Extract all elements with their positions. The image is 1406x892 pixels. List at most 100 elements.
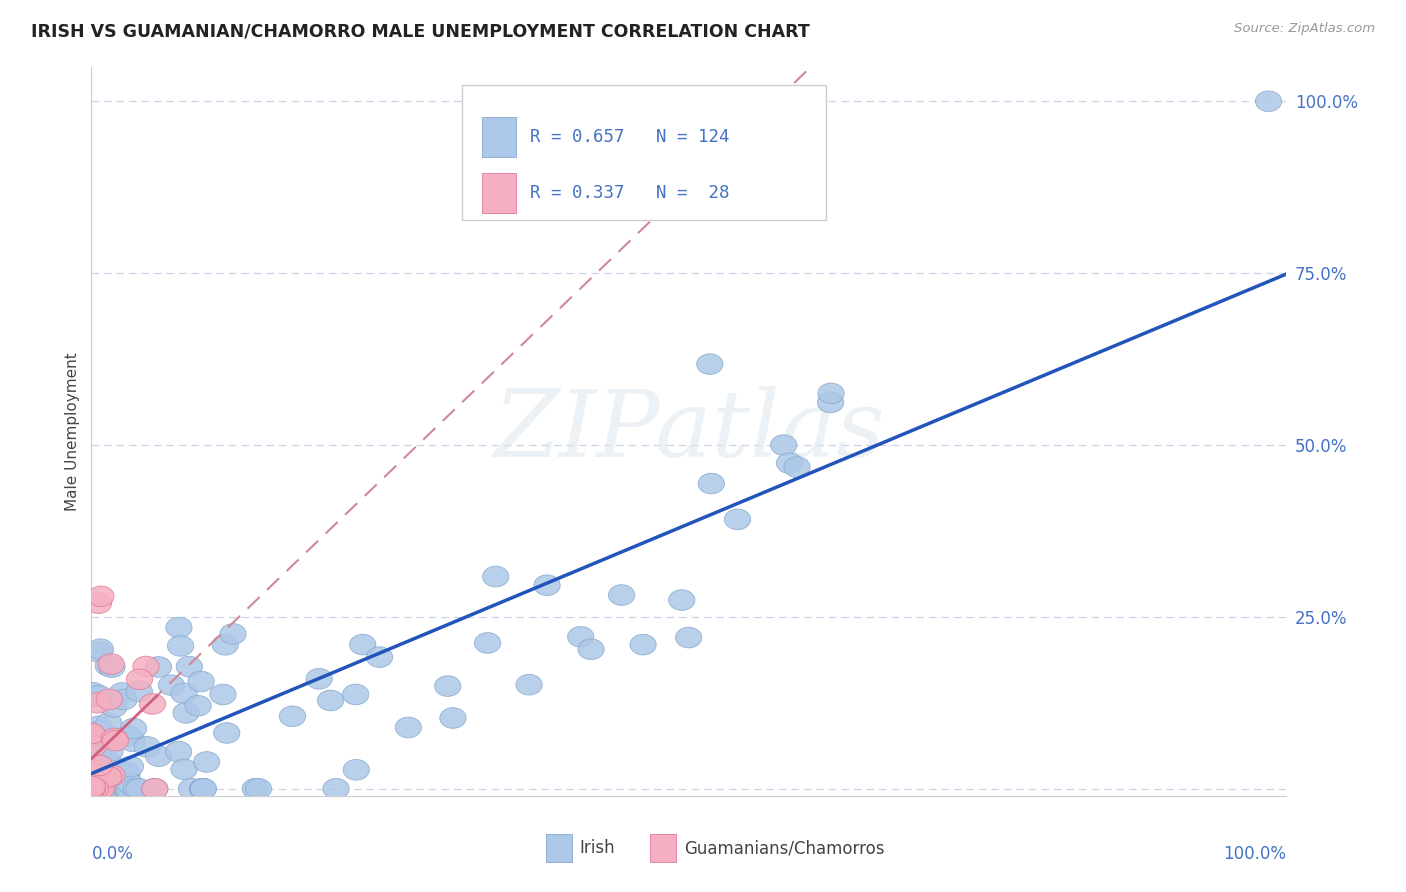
Ellipse shape <box>86 641 112 662</box>
Ellipse shape <box>114 764 139 786</box>
Ellipse shape <box>94 751 121 772</box>
Ellipse shape <box>440 707 465 729</box>
Ellipse shape <box>80 758 105 779</box>
Ellipse shape <box>79 779 105 799</box>
Ellipse shape <box>186 696 211 716</box>
Ellipse shape <box>110 773 136 794</box>
Ellipse shape <box>145 657 172 677</box>
Ellipse shape <box>79 779 105 799</box>
Ellipse shape <box>132 657 159 677</box>
Text: IRISH VS GUAMANIAN/CHAMORRO MALE UNEMPLOYMENT CORRELATION CHART: IRISH VS GUAMANIAN/CHAMORRO MALE UNEMPLO… <box>31 22 810 40</box>
Ellipse shape <box>79 760 105 780</box>
Ellipse shape <box>86 745 111 765</box>
Ellipse shape <box>89 779 115 799</box>
Ellipse shape <box>79 724 105 745</box>
Ellipse shape <box>79 779 105 799</box>
Ellipse shape <box>188 671 214 692</box>
Bar <box>546 834 572 862</box>
Ellipse shape <box>818 383 844 404</box>
Ellipse shape <box>96 656 121 676</box>
Ellipse shape <box>79 779 105 799</box>
Ellipse shape <box>367 647 392 667</box>
Ellipse shape <box>724 509 751 530</box>
Ellipse shape <box>80 746 105 766</box>
Ellipse shape <box>395 717 422 738</box>
Ellipse shape <box>307 668 332 690</box>
Ellipse shape <box>87 779 112 799</box>
Ellipse shape <box>578 639 605 659</box>
Text: Guamanians/Chamorros: Guamanians/Chamorros <box>685 839 884 857</box>
Ellipse shape <box>190 779 215 799</box>
Ellipse shape <box>534 575 560 596</box>
Ellipse shape <box>125 779 152 799</box>
Ellipse shape <box>79 686 105 706</box>
Ellipse shape <box>630 634 657 655</box>
Ellipse shape <box>318 690 343 711</box>
Ellipse shape <box>568 626 593 647</box>
Ellipse shape <box>323 779 349 799</box>
Ellipse shape <box>170 759 197 780</box>
Ellipse shape <box>343 759 370 780</box>
Ellipse shape <box>172 683 197 704</box>
Bar <box>482 117 516 157</box>
Ellipse shape <box>159 675 184 696</box>
Ellipse shape <box>770 434 797 456</box>
Ellipse shape <box>91 779 117 799</box>
Ellipse shape <box>80 736 107 756</box>
Ellipse shape <box>474 632 501 653</box>
Ellipse shape <box>482 566 509 587</box>
Ellipse shape <box>94 779 120 799</box>
Ellipse shape <box>84 692 111 713</box>
Ellipse shape <box>80 682 107 703</box>
Ellipse shape <box>134 737 160 757</box>
Ellipse shape <box>142 779 167 799</box>
Ellipse shape <box>91 779 118 799</box>
Ellipse shape <box>83 771 110 791</box>
Ellipse shape <box>139 694 166 714</box>
Ellipse shape <box>115 779 142 799</box>
Ellipse shape <box>609 585 634 606</box>
Text: ZIPatlas: ZIPatlas <box>494 386 884 476</box>
Ellipse shape <box>96 766 122 787</box>
Ellipse shape <box>79 779 105 799</box>
Ellipse shape <box>699 474 724 494</box>
Ellipse shape <box>111 690 138 710</box>
Ellipse shape <box>101 728 128 748</box>
Ellipse shape <box>98 657 125 677</box>
Ellipse shape <box>91 779 118 799</box>
Text: Irish: Irish <box>579 839 614 857</box>
Ellipse shape <box>80 779 105 799</box>
Ellipse shape <box>97 779 122 799</box>
Ellipse shape <box>121 718 146 739</box>
Ellipse shape <box>97 779 124 799</box>
Ellipse shape <box>110 682 135 703</box>
Ellipse shape <box>696 354 723 375</box>
Ellipse shape <box>101 779 128 799</box>
Ellipse shape <box>101 779 128 799</box>
Ellipse shape <box>117 756 143 777</box>
Y-axis label: Male Unemployment: Male Unemployment <box>65 352 80 510</box>
Bar <box>650 834 676 862</box>
Ellipse shape <box>245 779 271 799</box>
Ellipse shape <box>79 779 105 799</box>
Ellipse shape <box>98 765 125 786</box>
Ellipse shape <box>79 723 105 744</box>
Ellipse shape <box>127 669 153 690</box>
Ellipse shape <box>127 681 152 701</box>
Ellipse shape <box>166 617 193 638</box>
Ellipse shape <box>166 741 191 762</box>
Ellipse shape <box>114 762 141 782</box>
Ellipse shape <box>80 779 107 799</box>
Ellipse shape <box>80 779 107 799</box>
Ellipse shape <box>343 684 368 705</box>
Text: 100.0%: 100.0% <box>1223 846 1286 863</box>
Ellipse shape <box>97 741 124 762</box>
Ellipse shape <box>86 779 112 799</box>
Ellipse shape <box>86 685 112 706</box>
Ellipse shape <box>83 778 110 799</box>
Ellipse shape <box>173 703 200 723</box>
Ellipse shape <box>434 676 461 697</box>
Ellipse shape <box>675 627 702 648</box>
Ellipse shape <box>79 779 105 799</box>
Ellipse shape <box>669 590 695 610</box>
